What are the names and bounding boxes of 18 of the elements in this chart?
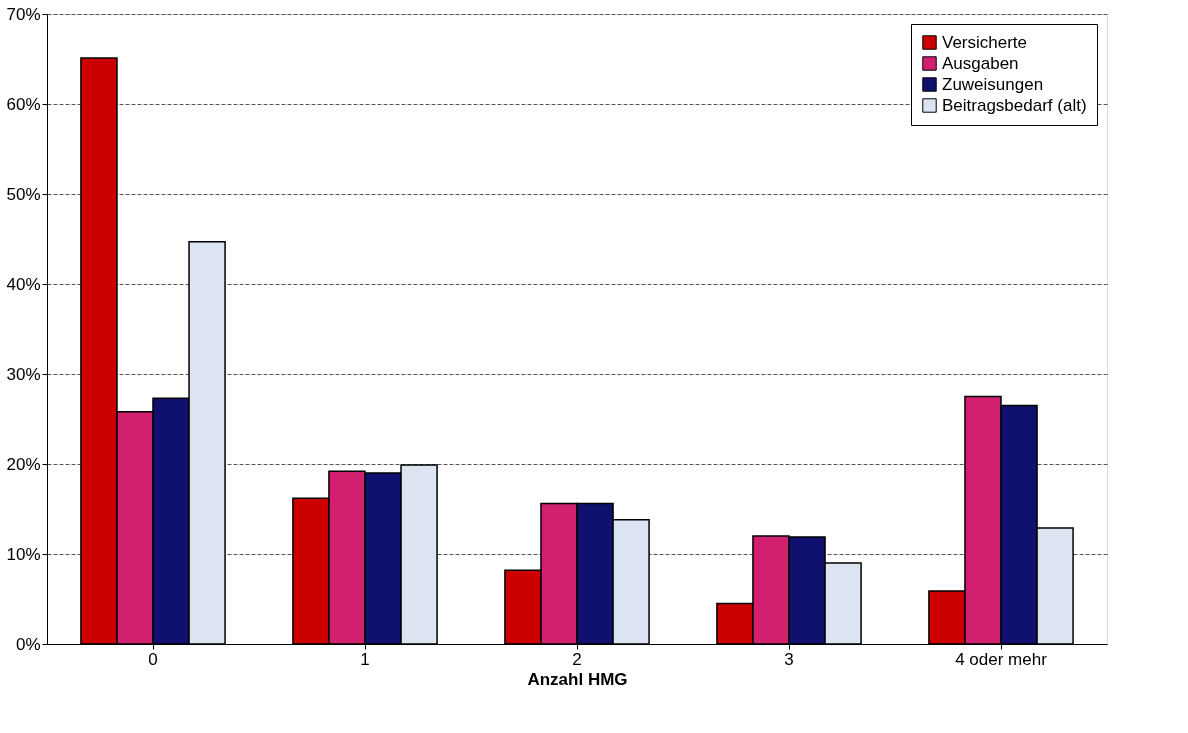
y-tick-label: 30% <box>6 364 41 384</box>
x-tick-label: 2 <box>572 649 582 669</box>
y-tick-label: 20% <box>6 454 41 474</box>
x-tick-label: 1 <box>360 649 370 669</box>
legend-label: Ausgaben <box>942 53 1019 73</box>
x-tick-label: 4 oder mehr <box>955 649 1048 669</box>
y-tick-label: 0% <box>15 634 41 654</box>
y-tick-label: 60% <box>6 94 41 114</box>
y-tick-label: 70% <box>6 4 41 24</box>
y-tick-label: 50% <box>6 184 41 204</box>
legend-label: Zuweisungen <box>942 74 1044 94</box>
x-axis-title: Anzahl HMG <box>527 669 628 689</box>
x-tick-label: 3 <box>784 649 794 669</box>
x-tick-label: 0 <box>148 649 158 669</box>
legend-label: Versicherte <box>942 32 1028 52</box>
y-tick-label: 40% <box>6 274 41 294</box>
y-tick-label: 10% <box>6 544 41 564</box>
legend-label: Beitragsbedarf (alt) <box>942 95 1087 115</box>
